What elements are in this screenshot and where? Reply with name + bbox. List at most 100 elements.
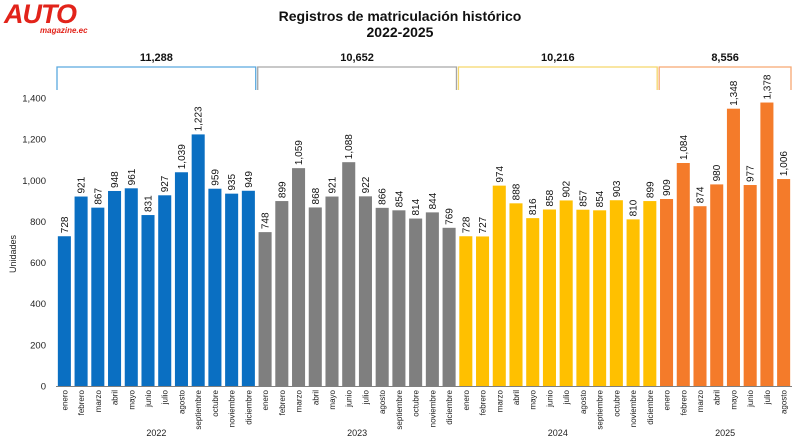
bar [777, 179, 791, 386]
year-label: 2024 [548, 428, 568, 438]
bar [542, 209, 556, 386]
logo-subtext: magazine.ec [40, 26, 88, 35]
bar-value-label: 1,223 [194, 106, 205, 131]
y-tick-label: 800 [30, 217, 46, 228]
bar-value-label: 1,059 [294, 140, 305, 165]
bar [141, 215, 155, 386]
bar [124, 188, 138, 386]
month-label: enero [60, 389, 69, 410]
bar-value-label: 974 [495, 166, 506, 183]
bar-value-label: 961 [127, 168, 138, 185]
bar-value-label: 959 [210, 169, 221, 186]
month-label: abril [311, 390, 320, 405]
bar [593, 210, 607, 386]
month-label: julio [161, 389, 170, 405]
y-tick-label: 200 [30, 340, 46, 351]
bar-value-label: 909 [662, 179, 673, 196]
bar-value-label: 769 [445, 208, 456, 225]
bar-value-label: 854 [394, 190, 405, 207]
month-label: julio [361, 389, 370, 405]
bar [174, 172, 188, 386]
month-label: agosto [579, 389, 588, 414]
year-total-label: 10,652 [340, 52, 374, 64]
month-label: marzo [94, 389, 103, 412]
bar [442, 227, 456, 386]
bar-value-label: 854 [595, 190, 606, 207]
bar [191, 134, 205, 386]
bar-value-label: 1,084 [679, 135, 690, 160]
month-label: mayo [127, 389, 136, 409]
bar-value-label: 921 [328, 176, 339, 193]
bar [392, 210, 406, 386]
month-label: agosto [780, 389, 789, 414]
bar-value-label: 831 [144, 195, 155, 212]
bar [760, 102, 774, 387]
bar [476, 236, 490, 386]
month-label: septiembre [194, 389, 203, 429]
bar-value-label: 921 [77, 176, 88, 193]
bar [509, 203, 523, 386]
month-label: marzo [295, 389, 304, 412]
month-label: septiembre [596, 389, 605, 429]
month-label: octubre [412, 389, 421, 416]
year-label: 2022 [146, 428, 166, 438]
month-label: julio [763, 389, 772, 405]
bar [526, 218, 540, 386]
bar-value-label: 1,378 [762, 74, 773, 99]
month-label: mayo [328, 389, 337, 409]
bar-value-label: 949 [244, 171, 255, 188]
month-label: febrero [679, 389, 688, 415]
y-tick-label: 600 [30, 258, 46, 269]
bar-value-label: 816 [528, 198, 539, 215]
bar-value-label: 1,039 [177, 144, 188, 169]
bar [609, 200, 623, 386]
y-tick-label: 1,200 [22, 135, 46, 146]
automagazine-logo: AUTO magazine.ec [4, 0, 96, 38]
y-tick-label: 1,400 [22, 94, 46, 105]
bar-value-label: 748 [261, 212, 272, 229]
year-label: 2025 [715, 428, 735, 438]
bar-value-label: 810 [629, 199, 640, 216]
month-label: agosto [378, 389, 387, 414]
bar [358, 196, 372, 386]
bar [643, 201, 657, 386]
y-tick-label: 0 [41, 382, 46, 393]
bar-value-label: 857 [578, 190, 589, 207]
bar [459, 236, 473, 386]
bar-value-label: 844 [428, 192, 439, 209]
month-label: octubre [612, 389, 621, 416]
bar [492, 185, 506, 386]
month-label: febrero [278, 389, 287, 415]
bar-value-label: 866 [378, 188, 389, 205]
bar [693, 206, 707, 386]
year-bracket [658, 66, 792, 90]
bar [258, 232, 272, 386]
bar-value-label: 902 [562, 180, 573, 197]
bar-value-label: 728 [461, 216, 472, 233]
bar-value-label: 977 [746, 165, 757, 182]
bar-value-label: 868 [311, 187, 322, 204]
month-label: enero [663, 389, 672, 410]
year-bracket [257, 66, 458, 90]
month-label: febrero [77, 389, 86, 415]
bar [208, 188, 222, 386]
month-label: enero [261, 389, 270, 410]
year-label: 2023 [347, 428, 367, 438]
year-bracket [56, 66, 257, 90]
month-label: abril [713, 390, 722, 405]
bar [325, 196, 339, 386]
month-label: febrero [479, 389, 488, 415]
bar-value-label: 903 [612, 180, 623, 197]
bar [57, 236, 71, 386]
month-label: abril [111, 390, 120, 405]
month-label: julio [562, 389, 571, 405]
month-label: diciembre [445, 389, 454, 424]
bar [108, 190, 122, 386]
bar [225, 193, 239, 386]
bar-value-label: 1,006 [779, 151, 790, 176]
y-tick-label: 1,000 [22, 176, 46, 187]
chart-subtitle: 2022-2025 [366, 24, 434, 40]
bar-value-label: 1,088 [344, 134, 355, 159]
year-total-label: 8,556 [711, 52, 739, 64]
